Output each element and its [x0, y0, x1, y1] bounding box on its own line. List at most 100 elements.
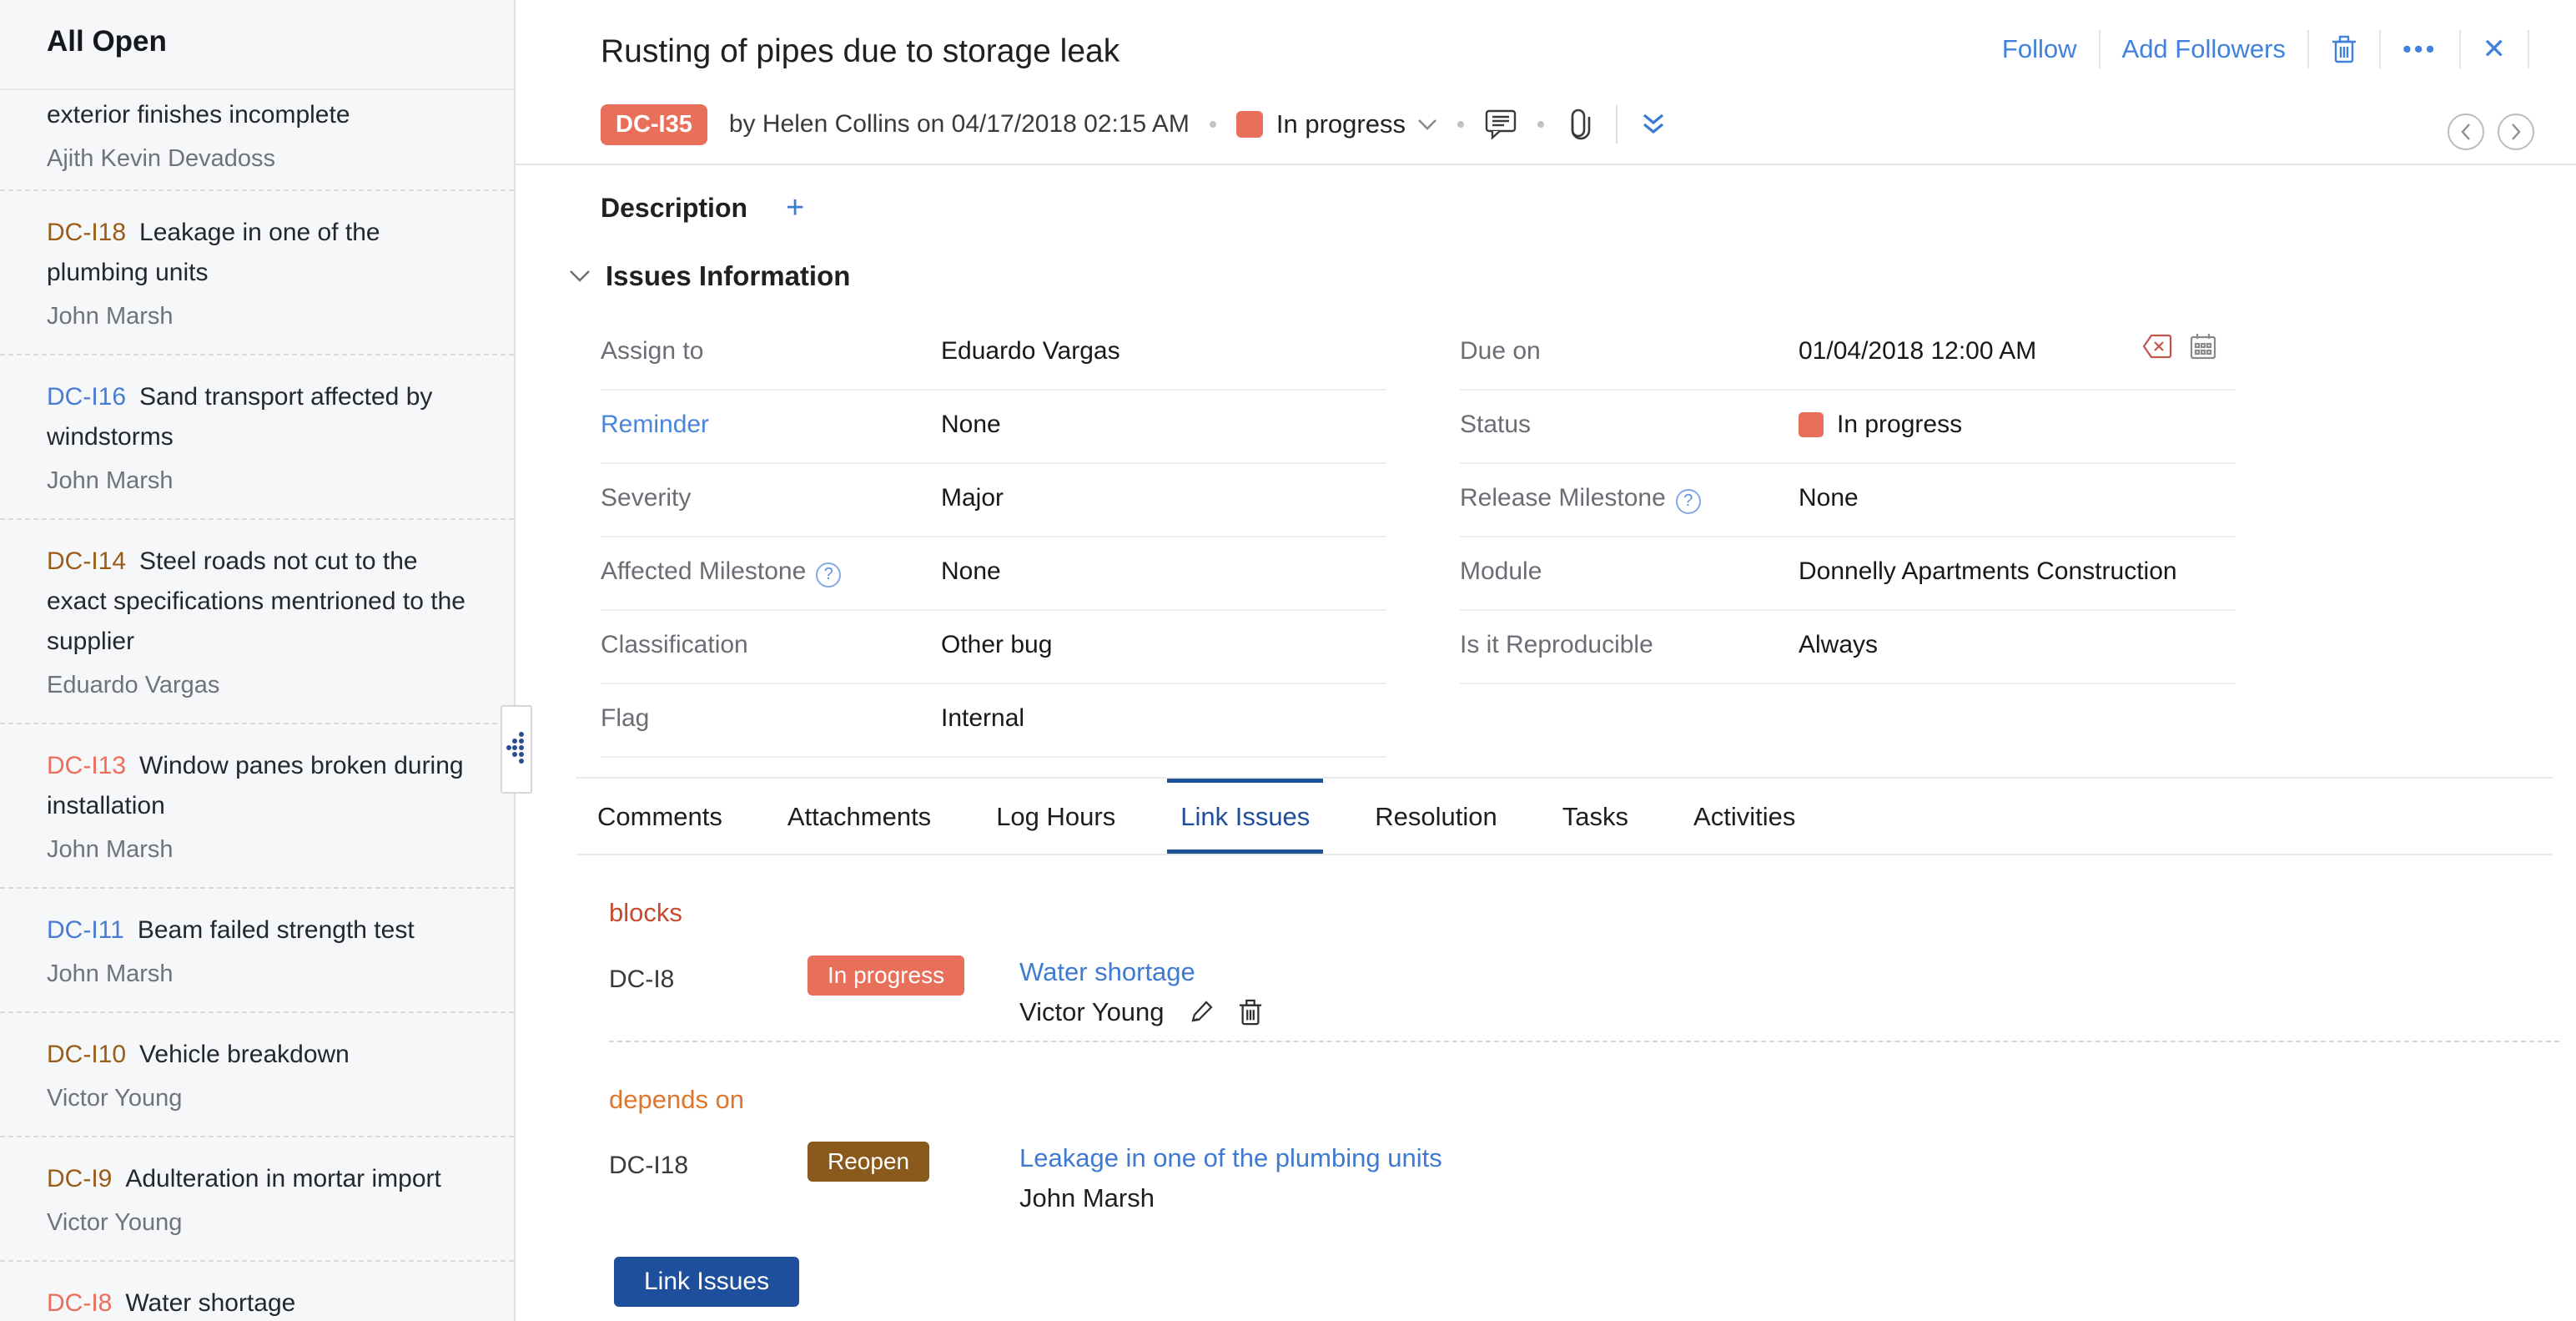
list-item[interactable]: DC-I9 Adulteration in mortar import Victo… [0, 1137, 514, 1262]
linked-issue-status-badge: In progress [808, 955, 965, 996]
list-item[interactable]: DC-I14 Steel roads not cut to the exact s… [0, 520, 514, 724]
fields-left-column: Assign to Eduardo Vargas Reminder None S… [601, 317, 1386, 758]
issue-title: Vehicle breakdown [139, 1041, 350, 1068]
calendar-icon[interactable] [2189, 332, 2217, 361]
list-item[interactable]: DC-I13 Window panes broken during install… [0, 724, 514, 889]
dot-separator [1209, 121, 1216, 128]
more-options-icon[interactable]: ••• [2402, 34, 2438, 63]
list-item[interactable]: DC-I10 Vehicle breakdown Victor Young [0, 1013, 514, 1137]
attachment-icon[interactable] [1564, 108, 1592, 140]
list-item[interactable]: DC-I16 Sand transport affected by windsto… [0, 355, 514, 520]
field-value[interactable]: Other bug [941, 631, 1053, 658]
field-value[interactable]: Always [1799, 631, 1879, 658]
field-value[interactable]: None [1799, 484, 1859, 512]
add-followers-button[interactable]: Add Followers [2121, 34, 2286, 63]
comment-icon[interactable] [1484, 108, 1517, 140]
add-description-button[interactable]: + [786, 190, 805, 225]
field-row-flag: Flag Internal [601, 684, 1386, 758]
tab-activities[interactable]: Activities [1693, 802, 1796, 831]
divider [2528, 30, 2529, 68]
issue-detail-panel: Rusting of pipes due to storage leak DC-… [516, 0, 2576, 1321]
help-icon[interactable]: ? [816, 562, 842, 587]
tab-tasks[interactable]: Tasks [1562, 802, 1629, 831]
issue-assignee: John Marsh [47, 467, 174, 494]
linked-issue-link[interactable]: Leakage in one of the plumbing units [1019, 1143, 1442, 1172]
issue-title: Leakage in one of the plumbing units [47, 219, 380, 286]
divider [2307, 30, 2309, 68]
issue-title: Sand transport affected by windstorms [47, 383, 433, 451]
field-value[interactable]: Eduardo Vargas [941, 337, 1120, 365]
link-issues-button[interactable]: Link Issues [614, 1257, 800, 1307]
field-value[interactable]: Major [941, 484, 1004, 512]
expand-all-icon[interactable] [1641, 113, 1666, 136]
sidebar-resize-handle[interactable] [501, 705, 532, 794]
fields-right-column: Due on 01/04/2018 12:00 AM [1460, 317, 2236, 684]
field-label: Is it Reproducible [1460, 631, 1653, 658]
issue-id: DC-I8 [47, 1289, 113, 1317]
field-value[interactable]: Donnelly Apartments Construction [1799, 557, 2177, 585]
issue-meta-row: DC-I35 by Helen Collins on 04/17/2018 02… [601, 97, 1666, 152]
help-icon[interactable]: ? [1675, 488, 1701, 514]
linked-issue-assignee-line: Victor Young [1019, 997, 1263, 1027]
field-label: Classification [601, 631, 748, 658]
field-value[interactable]: None [941, 557, 1001, 585]
divider [2098, 30, 2101, 68]
dot-separator [1457, 121, 1464, 128]
linked-issue-main: Leakage in one of the plumbing units Joh… [1019, 1143, 1442, 1213]
delete-link-icon[interactable] [1238, 998, 1263, 1026]
divider [1615, 105, 1618, 144]
linked-issue-link[interactable]: Water shortage [1019, 957, 1195, 986]
tab-comments[interactable]: Comments [597, 802, 722, 831]
issue-id: DC-I9 [47, 1165, 113, 1192]
field-value[interactable]: Internal [941, 704, 1025, 732]
linked-issue-main: Water shortage Victor Young [1019, 957, 1263, 1027]
linked-issue-assignee-line: John Marsh [1019, 1183, 1442, 1213]
issue-assignee: John Marsh [47, 960, 174, 987]
status-dropdown[interactable]: In progress [1235, 109, 1437, 139]
field-row-classification: Classification Other bug [601, 611, 1386, 684]
chevron-down-icon [1417, 118, 1437, 131]
description-section-header: Description + [601, 192, 804, 224]
issue-id: DC-I18 [47, 219, 127, 246]
edit-link-icon[interactable] [1188, 999, 1215, 1026]
sidebar-view-title: All Open [0, 0, 514, 90]
status-text: In progress [1837, 411, 1963, 438]
list-item[interactable]: exterior finishes incomplete Ajith Kevin… [0, 90, 514, 191]
issue-id: DC-I16 [47, 383, 127, 411]
description-title: Description [601, 192, 748, 223]
reminder-link[interactable]: Reminder [601, 411, 710, 438]
field-label: Release Milestone [1460, 484, 1666, 512]
tab-log-hours[interactable]: Log Hours [996, 802, 1116, 831]
follow-button[interactable]: Follow [2001, 34, 2077, 63]
field-row-severity: Severity Major [601, 464, 1386, 537]
status-label: In progress [1275, 109, 1406, 139]
close-icon[interactable]: ✕ [2482, 33, 2507, 65]
tab-resolution[interactable]: Resolution [1375, 802, 1497, 831]
collapse-section-icon[interactable] [569, 270, 591, 283]
field-row-reminder: Reminder None [601, 391, 1386, 464]
issue-assignee: John Marsh [47, 303, 174, 330]
tab-attachments[interactable]: Attachments [787, 802, 932, 831]
header-actions: Follow Add Followers ••• ✕ [2002, 30, 2551, 68]
issue-title: Window panes broken during installation [47, 752, 464, 819]
clear-date-icon[interactable] [2142, 334, 2172, 359]
previous-record-button[interactable] [2448, 113, 2484, 150]
field-value[interactable]: None [941, 411, 1001, 438]
field-row-reproducible: Is it Reproducible Always [1460, 611, 2236, 684]
linked-issue-id: DC-I8 [609, 966, 675, 993]
issue-assignee: Victor Young [47, 1209, 183, 1236]
issue-assignee: Ajith Kevin Devadoss [47, 145, 276, 172]
issue-id: DC-I10 [47, 1041, 127, 1068]
delete-icon[interactable] [2331, 34, 2357, 64]
issue-title: Beam failed strength test [137, 916, 415, 944]
list-item[interactable]: DC-I18 Leakage in one of the plumbing uni… [0, 191, 514, 355]
next-record-button[interactable] [2498, 113, 2534, 150]
list-item[interactable]: DC-I11 Beam failed strength test John Mar… [0, 889, 514, 1013]
issue-assignee: Eduardo Vargas [47, 672, 220, 698]
field-value[interactable]: 01/04/2018 12:00 AM [1799, 337, 2037, 365]
tab-link-issues[interactable]: Link Issues [1167, 779, 1324, 854]
field-value-status[interactable]: In progress [1799, 411, 1962, 439]
row-divider [609, 1041, 2559, 1042]
field-label: Severity [601, 484, 692, 512]
